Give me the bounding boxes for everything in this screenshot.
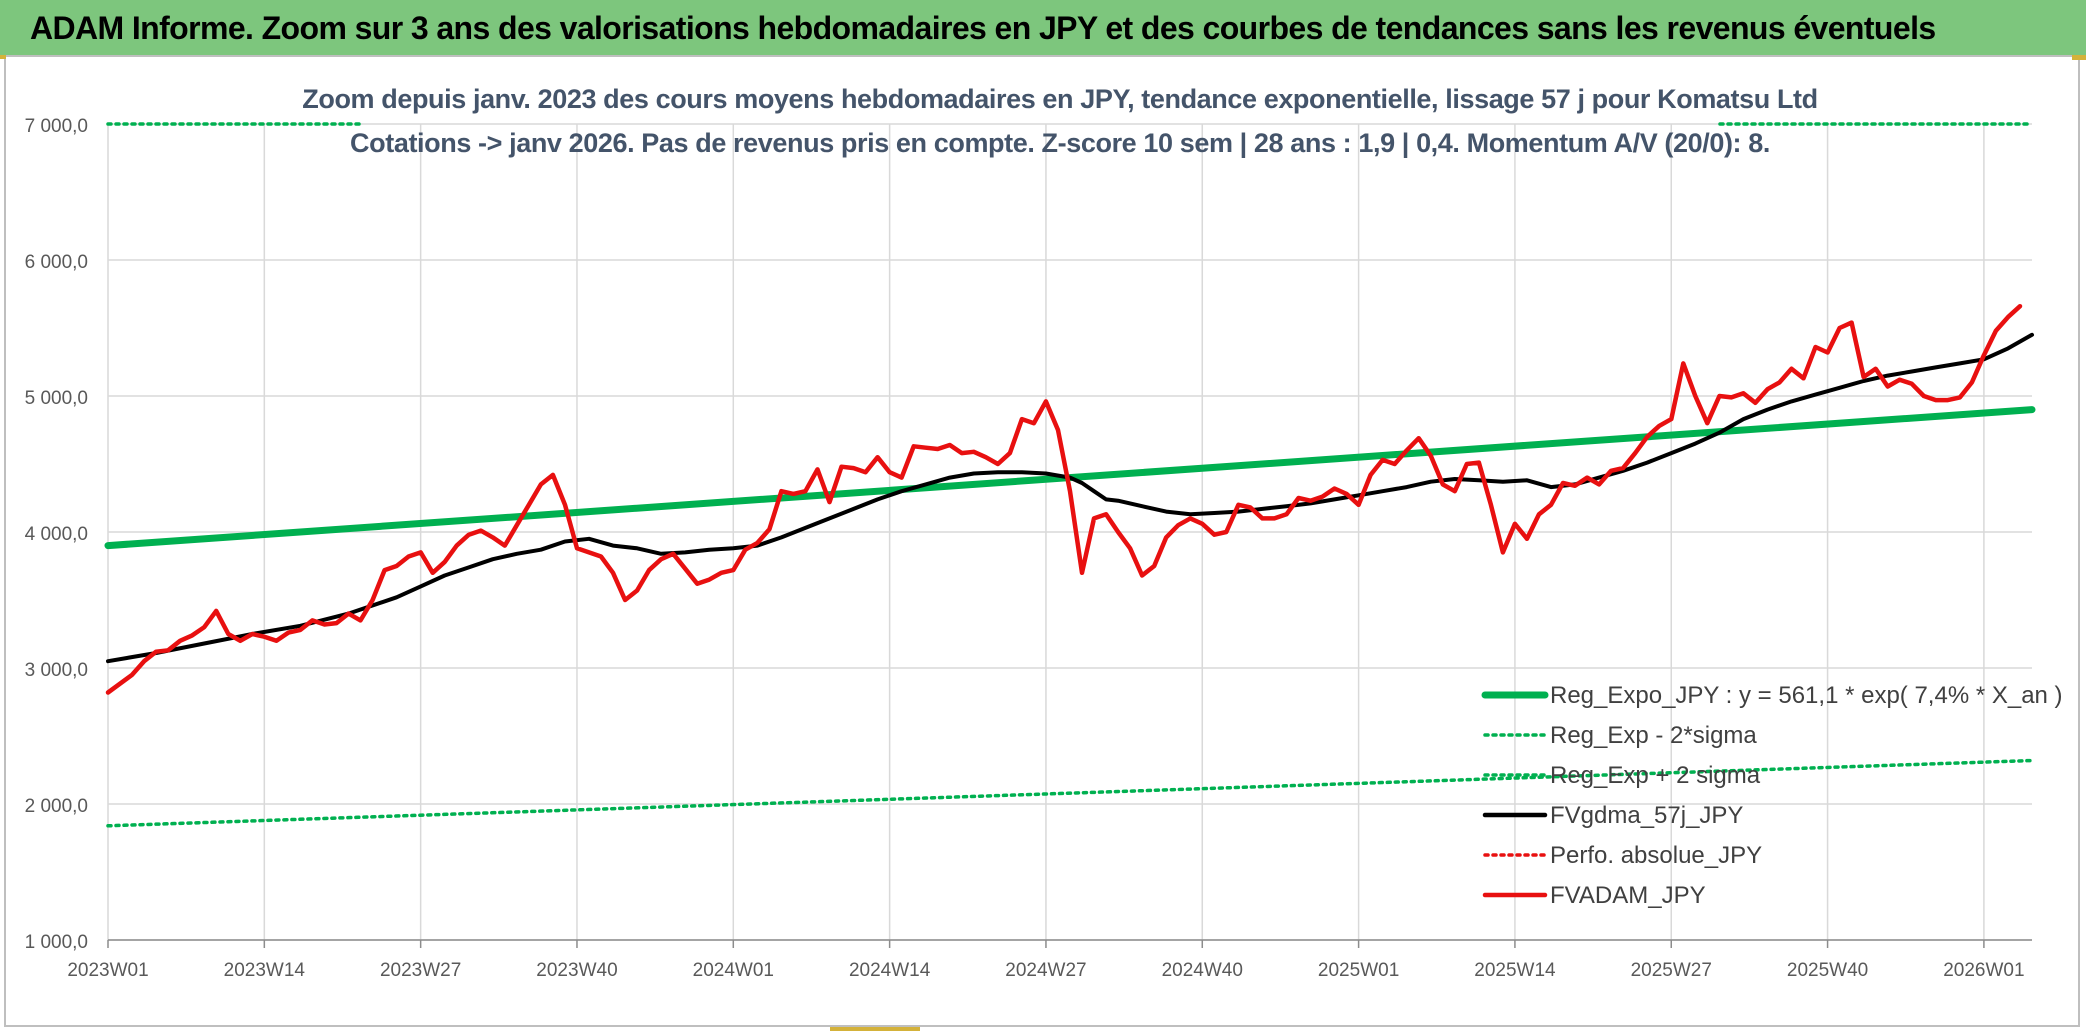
chart-frame bbox=[4, 55, 2080, 1027]
legend-label-reg_expo: Reg_Expo_JPY : y = 561,1 * exp( 7,4% * X… bbox=[1550, 682, 2063, 709]
series-fvgdma-57j-jpy bbox=[106, 332, 2034, 664]
page-title: ADAM Informe. Zoom sur 3 ans des valoris… bbox=[30, 10, 1936, 46]
y-tick-label: 7 000,0 bbox=[25, 116, 88, 137]
series-reg-exp-2-sigma bbox=[106, 758, 2034, 828]
x-tick-label: 2023W27 bbox=[380, 960, 461, 981]
x-tick-label: 2024W40 bbox=[1162, 960, 1243, 981]
header-bar: ADAM Informe. Zoom sur 3 ans des valoris… bbox=[0, 0, 2086, 55]
x-tick-label: 2026W01 bbox=[1943, 960, 2024, 981]
x-tick-label: 2024W14 bbox=[849, 960, 931, 981]
x-tick-label: 2024W01 bbox=[693, 960, 774, 981]
legend-label-fvadam: FVADAM_JPY bbox=[1550, 882, 1706, 909]
y-tick-label: 1 000,0 bbox=[25, 932, 88, 953]
y-tick-label: 3 000,0 bbox=[25, 660, 88, 681]
legend-label-reg_plus: Reg_Exp + 2 sigma bbox=[1550, 762, 1761, 789]
legend-label-perfo: Perfo. absolue_JPY bbox=[1550, 842, 1762, 869]
x-tick-label: 2025W14 bbox=[1474, 960, 1556, 981]
x-tick-label: 2023W14 bbox=[224, 960, 306, 981]
right-edge-accent bbox=[2072, 55, 2086, 60]
legend-label-reg_minus: Reg_Exp - 2*sigma bbox=[1550, 722, 1757, 749]
x-tick-label: 2025W27 bbox=[1631, 960, 1712, 981]
x-tick-label: 2024W27 bbox=[1005, 960, 1086, 981]
bottom-edge-accent bbox=[830, 1027, 920, 1031]
series-fvadam-jpy bbox=[105, 303, 2023, 695]
x-tick-label: 2023W01 bbox=[67, 960, 148, 981]
y-tick-label: 2 000,0 bbox=[25, 796, 88, 817]
legend-label-fvgdma: FVgdma_57j_JPY bbox=[1550, 802, 1743, 829]
left-edge-accent bbox=[0, 55, 6, 59]
y-tick-label: 6 000,0 bbox=[25, 252, 88, 273]
y-tick-label: 4 000,0 bbox=[25, 524, 88, 545]
x-tick-label: 2023W40 bbox=[536, 960, 617, 981]
x-tick-label: 2025W40 bbox=[1787, 960, 1868, 981]
chart-title-line2: Cotations -> janv 2026. Pas de revenus p… bbox=[350, 128, 1770, 158]
y-tick-label: 5 000,0 bbox=[25, 388, 88, 409]
x-tick-label: 2025W01 bbox=[1318, 960, 1399, 981]
chart-title-line1: Zoom depuis janv. 2023 des cours moyens … bbox=[302, 84, 1818, 114]
